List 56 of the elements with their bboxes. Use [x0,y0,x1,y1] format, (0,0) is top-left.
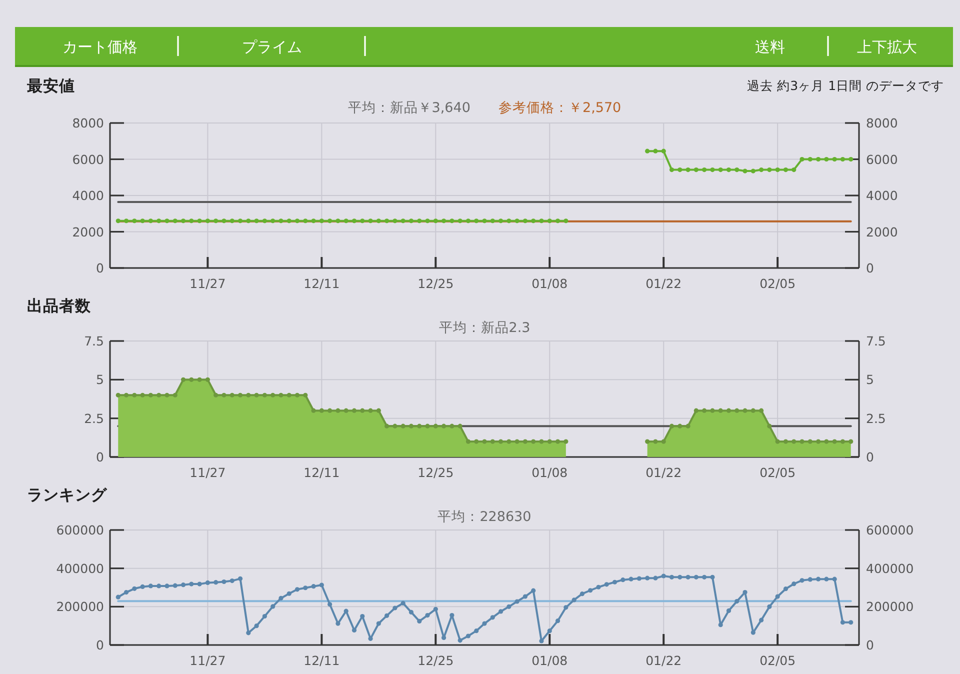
y-tick-label: 8000 [72,116,104,130]
y2-tick-label: 400000 [866,560,914,576]
y-tick-label: 600000 [56,522,104,538]
x-tick-label: 01/22 [646,276,682,291]
x-tick-label: 01/22 [646,465,682,480]
y2-tick-label: 5 [866,372,874,388]
y2-tick-label: 6000 [866,152,898,167]
x-tick-label: 11/27 [190,653,226,668]
x-tick-label: 02/05 [760,653,796,668]
chart-title: 最安値 [26,76,75,95]
y2-tick-label: 4000 [866,188,898,203]
x-tick-label: 12/11 [304,276,340,291]
x-tick-label: 01/08 [532,653,568,668]
y-tick-label: 0 [96,638,104,652]
y2-tick-label: 600000 [866,522,914,538]
y-tick-label: 400000 [56,560,104,576]
x-tick-label: 01/22 [646,653,682,668]
chart-title: 出品者数 [27,297,92,315]
x-tick-label: 12/25 [418,653,454,668]
text: 上下拡大 [857,38,917,56]
y-tick-label: 2.5 [84,410,104,426]
y-tick-label: 2000 [72,224,104,240]
y-tick-label: 0 [96,450,104,464]
y-tick-label: 6000 [72,152,104,167]
y-tick-label: 5 [96,372,104,388]
y2-tick-label: 0 [866,638,874,652]
y2-tick-label: 0 [866,260,874,276]
y2-tick-label: 0 [866,450,874,464]
text: カート価格 [62,38,138,56]
x-tick-label: 01/08 [532,465,568,480]
text: 過去 約3ヶ月 1日間 のデータです [747,78,944,93]
y2-tick-label: 2000 [866,224,898,240]
y-tick-label: 7.5 [84,334,104,348]
y2-tick-label: 7.5 [866,334,886,348]
chart-subtitle: 平均：新品2.3 [438,320,530,336]
x-tick-label: 11/27 [190,465,226,480]
y2-tick-label: 8000 [866,116,898,130]
text: プライム [242,38,302,56]
x-tick-label: 02/05 [760,276,796,291]
x-tick-label: 02/05 [760,465,796,480]
ref-line-label: 参考価格：￥2,570 [498,100,622,116]
chart-subtitle: 平均：新品￥3,640 [348,100,470,116]
y-tick-label: 0 [96,260,104,276]
chart-title: ランキング [27,486,108,504]
text: 送料 [755,38,785,56]
y-tick-label: 200000 [56,599,104,614]
y-tick-label: 4000 [72,188,104,203]
x-tick-label: 12/25 [418,276,454,291]
x-tick-label: 12/11 [304,653,340,668]
x-tick-label: 11/27 [190,276,226,291]
y2-tick-label: 2.5 [866,410,886,426]
x-tick-label: 01/08 [532,276,568,291]
x-tick-label: 12/25 [418,465,454,480]
y2-tick-label: 200000 [866,599,914,614]
x-tick-label: 12/11 [304,465,340,480]
chart-subtitle: 平均：228630 [438,509,532,525]
